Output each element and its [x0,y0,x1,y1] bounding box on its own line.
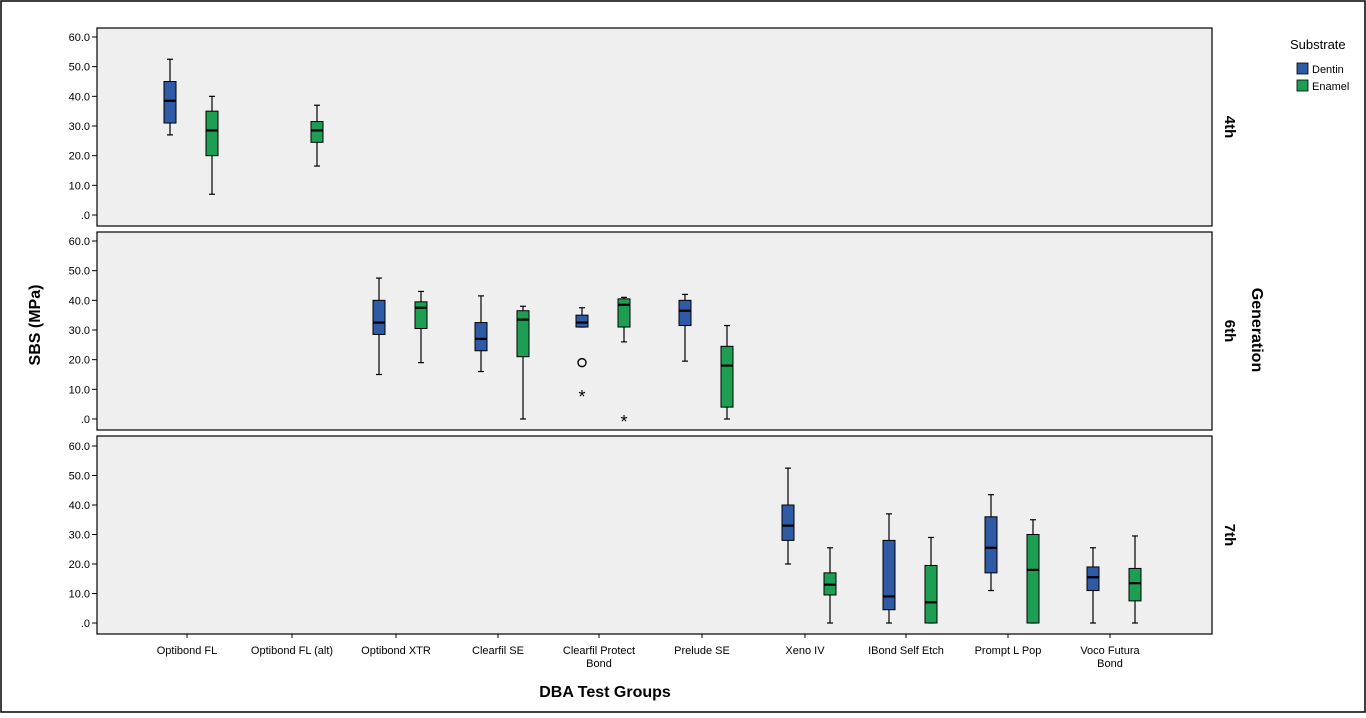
panel-label: 6th [1221,320,1238,343]
box-iqr [1086,566,1100,592]
box-iqr [678,299,692,327]
y-tick-label: 60.0 [69,441,90,453]
facet-label: Generation [1248,288,1265,372]
x-axis-label: DBA Test Groups [539,684,671,701]
y-tick-label: 30.0 [69,325,90,337]
box-enamel [924,536,938,624]
y-tick-label: 20.0 [69,355,90,367]
panels-group: .0 10.0 20.0 30.0 40.0 50.0 60.0 4th .0 10.0 20.0 3… [69,27,1238,635]
y-tick-label: 60.0 [69,236,90,248]
box-dentin [163,58,177,136]
y-axis-label: SBS (MPa) [27,285,44,366]
box-enamel [823,547,837,624]
box-iqr [372,299,386,335]
y-tick-label: 60.0 [69,32,90,44]
box-iqr [310,121,324,143]
y-tick-label: 30.0 [69,121,90,133]
y-tick-label: 40.0 [69,295,90,307]
y-tick-label: 30.0 [69,530,90,542]
y-tick-label: 50.0 [69,62,90,74]
panel-background [96,231,1213,431]
box-enamel [516,305,530,420]
box-enamel [720,324,734,420]
x-tick-labels: Optibond FL Optibond FL (alt) Optibond XTR… [157,634,1141,670]
legend-entry-dentin: Dentin [1312,64,1344,76]
box-iqr [474,322,488,352]
box-iqr [1128,567,1142,602]
x-tick-label: Xeno IV [785,645,825,657]
y-tick-label: 20.0 [69,559,90,571]
x-tick-label: Optibond XTR [361,645,431,657]
legend-title: Substrate [1290,37,1346,52]
box-iqr [575,314,589,328]
box-enamel [1128,535,1142,624]
x-tick-label: Voco Futura Bond [1080,645,1140,670]
panel-background [96,435,1213,635]
box-dentin [372,277,386,376]
box-iqr [205,110,219,157]
y-tick-label: .0 [81,618,90,630]
box-iqr [882,539,896,611]
box-dentin [984,494,998,592]
legend: Substrate Dentin Enamel [1290,37,1349,93]
box-iqr [924,564,938,624]
panel-label: 7th [1221,524,1238,547]
x-tick-label: Prelude SE [674,645,730,657]
y-tick-label: 50.0 [69,471,90,483]
outlier-point [577,357,587,368]
box-iqr [414,301,428,330]
box-iqr [516,310,530,358]
y-tick-label: 20.0 [69,151,90,163]
x-tick-label: Optibond FL (alt) [251,645,333,657]
box-iqr [617,298,631,328]
x-tick-label: Optibond FL [157,645,218,657]
box-dentin [678,293,692,362]
panel-background [96,27,1213,227]
box-iqr [720,345,734,408]
box-dentin [474,295,488,373]
box-iqr [163,81,177,124]
legend-swatch-dentin [1296,62,1309,75]
box-iqr [1026,534,1040,624]
box-dentin [882,513,896,624]
x-tick-label: IBond Self Etch [868,645,944,657]
panel-7th: .0 10.0 20.0 30.0 40.0 50.0 60.0 7th [69,435,1238,635]
legend-swatch-enamel [1296,79,1309,92]
box-enamel [617,296,631,343]
panel-4th: .0 10.0 20.0 30.0 40.0 50.0 60.0 4th [69,27,1238,227]
y-tick-label: 10.0 [69,180,90,192]
extreme-outlier-point: * [578,387,585,407]
box-dentin [1086,547,1100,624]
extreme-outlier-point: * [620,412,627,432]
y-tick-label: 50.0 [69,266,90,278]
y-tick-label: 10.0 [69,589,90,601]
box-iqr [984,516,998,574]
y-tick-label: .0 [81,210,90,222]
panel-6th: .0 10.0 20.0 30.0 40.0 50.0 60.0 6th * * [69,231,1238,432]
box-enamel [310,104,324,167]
panel-label: 4th [1221,116,1238,139]
x-tick-label: Clearfil Protect Bond [563,645,635,670]
box-dentin [575,307,589,328]
box-enamel [1026,519,1040,624]
box-enamel [205,95,219,195]
x-tick-label: Prompt L Pop [975,645,1042,657]
x-tick-label: Clearfil SE [472,645,524,657]
box-iqr [781,504,795,541]
y-tick-label: 10.0 [69,384,90,396]
legend-entry-enamel: Enamel [1312,81,1349,93]
y-tick-label: 40.0 [69,500,90,512]
y-tick-label: 40.0 [69,91,90,103]
box-enamel [414,290,428,364]
y-tick-label: .0 [81,414,90,426]
box-dentin [781,467,795,565]
